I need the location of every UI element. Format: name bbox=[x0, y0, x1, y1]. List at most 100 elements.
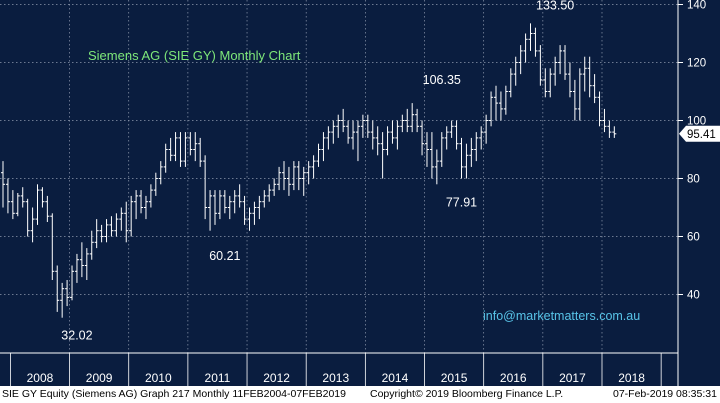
ohlc-bar bbox=[79, 242, 84, 278]
ohlc-bar bbox=[5, 178, 10, 214]
ohlc-bar bbox=[331, 120, 336, 144]
ohlc-bar bbox=[459, 137, 464, 179]
ohlc-bar bbox=[311, 155, 316, 179]
ohlc-bar bbox=[158, 161, 163, 185]
ohlc-bar bbox=[277, 166, 282, 191]
ohlc-bar bbox=[336, 114, 341, 138]
ohlc-bar bbox=[360, 114, 365, 138]
ohlc-bar bbox=[20, 187, 25, 208]
ohlc-bar bbox=[40, 187, 45, 208]
y-tick-label: 100 bbox=[687, 116, 706, 128]
ohlc-bar bbox=[607, 120, 612, 138]
ohlc-bar bbox=[508, 68, 513, 98]
ohlc-bar bbox=[597, 91, 602, 127]
ohlc-bar bbox=[242, 195, 247, 225]
ohlc-bar bbox=[55, 265, 60, 312]
ohlc-bar bbox=[188, 132, 193, 156]
y-axis: 40 60 80 100 120 140 bbox=[678, 0, 706, 302]
x-tick-label: 2010 bbox=[145, 371, 172, 385]
ohlc-bar bbox=[454, 120, 459, 150]
footer-left: SIE GY Equity (Siemens AG) Graph 217 Mon… bbox=[2, 388, 346, 400]
footer-copyright: Copyright© 2019 Bloomberg Finance L.P. bbox=[370, 388, 564, 400]
ohlc-bar bbox=[301, 166, 306, 196]
ohlc-bar bbox=[410, 103, 415, 133]
ohlc-bar bbox=[434, 149, 439, 185]
ohlc-bar bbox=[89, 230, 94, 260]
ohlc-bar bbox=[114, 213, 119, 237]
ohlc-bar bbox=[316, 143, 321, 167]
ohlc-bar bbox=[321, 132, 326, 162]
ohlc-bar bbox=[489, 91, 494, 127]
x-tick-label: 2017 bbox=[559, 371, 586, 385]
ohlc-bar bbox=[592, 74, 597, 104]
ohlc-bar bbox=[370, 120, 375, 150]
y-tick-label: 140 bbox=[687, 0, 706, 12]
ohlc-bar bbox=[513, 56, 518, 86]
ohlc-bar bbox=[326, 126, 331, 150]
ohlc-bar bbox=[183, 132, 188, 167]
ohlc-bar bbox=[119, 207, 124, 231]
footer-timestamp: 07-Feb-2019 08:35:31 bbox=[613, 388, 717, 400]
ohlc-bar bbox=[139, 190, 144, 214]
ohlc-bar bbox=[65, 280, 70, 307]
ohlc-bar bbox=[553, 56, 558, 86]
bloomberg-footer: SIE GY Equity (Siemens AG) Graph 217 Mon… bbox=[0, 386, 720, 403]
ohlc-bar bbox=[10, 190, 15, 220]
ohlc-bar bbox=[15, 193, 20, 217]
ohlc-bar bbox=[84, 248, 89, 280]
ohlc-bar bbox=[563, 45, 568, 80]
ohlc-bar bbox=[143, 195, 148, 220]
ohlc-bar bbox=[375, 126, 380, 156]
ohlc-bar bbox=[355, 120, 360, 162]
ohlc-bar bbox=[577, 68, 582, 121]
ohlc-bar bbox=[104, 219, 109, 243]
ohlc-bar bbox=[523, 33, 528, 63]
y-tick-label: 60 bbox=[687, 232, 700, 244]
x-tick-label: 2009 bbox=[86, 371, 113, 385]
ohlc-bar bbox=[380, 132, 385, 179]
ohlc-bar bbox=[479, 126, 484, 150]
ohlc-bar bbox=[45, 195, 50, 222]
ohlc-bar bbox=[129, 195, 134, 237]
ohlc-bar bbox=[212, 190, 217, 225]
ohlc-bar bbox=[193, 132, 198, 162]
ohlc-bar bbox=[134, 190, 139, 220]
watermark-email: info@marketmatters.com.au bbox=[483, 309, 640, 323]
price-chart: 40 60 80 100 120 140 2008 2009 2010 2011 2012 2013… bbox=[0, 0, 720, 386]
ohlc-bar bbox=[291, 161, 296, 191]
ohlc-bar bbox=[548, 68, 553, 98]
ohlc-bar bbox=[35, 184, 40, 225]
price-annotation: 133.50 bbox=[536, 0, 574, 12]
ohlc-bar bbox=[237, 184, 242, 208]
ohlc-bar bbox=[163, 143, 168, 173]
ohlc-bar bbox=[405, 108, 410, 133]
ohlc-bar bbox=[222, 190, 227, 214]
x-tick-label: 2011 bbox=[205, 371, 231, 385]
x-tick-label: 2014 bbox=[382, 371, 409, 385]
ohlc-bar bbox=[272, 178, 277, 196]
ohlc-bar bbox=[168, 137, 173, 162]
ohlc-bar bbox=[494, 85, 498, 121]
ohlc-bar bbox=[173, 132, 178, 162]
chart-title: Siemens AG (SIE GY) Monthly Chart bbox=[88, 48, 301, 63]
ohlc-bar bbox=[1, 161, 5, 208]
ohlc-bar bbox=[50, 213, 55, 280]
ohlc-bar bbox=[543, 68, 548, 98]
ohlc-bar bbox=[558, 45, 563, 75]
price-annotation: 77.91 bbox=[446, 196, 477, 210]
ohlc-bar bbox=[60, 282, 65, 318]
price-annotation: 60.21 bbox=[209, 249, 240, 263]
price-annotation: 106.35 bbox=[423, 73, 461, 87]
ohlc-bar bbox=[124, 201, 129, 243]
x-tick-label: 2012 bbox=[263, 371, 290, 385]
ohlc-bar bbox=[572, 79, 577, 121]
ohlc-bar bbox=[498, 91, 503, 121]
ohlc-bar bbox=[94, 219, 99, 249]
ohlc-bar bbox=[567, 62, 572, 98]
ohlc-bar bbox=[365, 114, 370, 138]
ohlc-bar bbox=[449, 120, 454, 138]
ohlc-bar bbox=[484, 114, 489, 144]
ohlc-bar bbox=[464, 143, 469, 179]
ohlc-bar bbox=[198, 137, 203, 167]
ohlc-bar bbox=[415, 108, 420, 133]
